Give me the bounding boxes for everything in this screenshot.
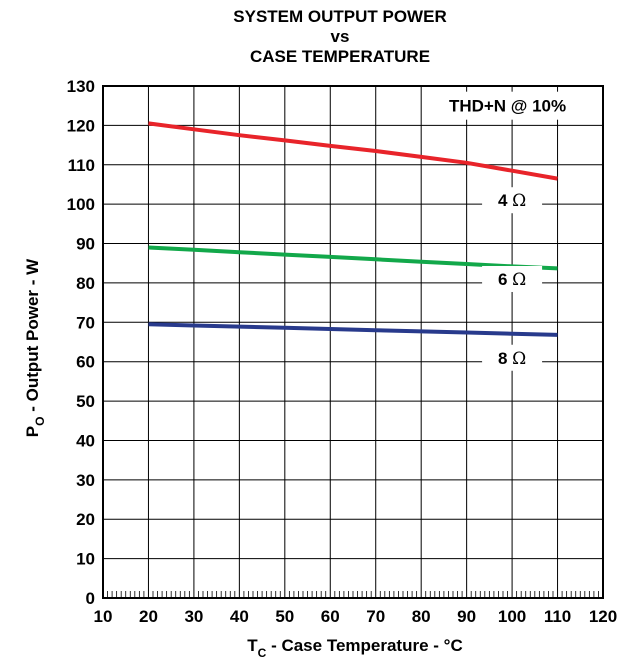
y-tick-label-80: 80	[76, 274, 95, 293]
y-axis-label: PO - Output Power - W	[23, 258, 47, 437]
x-tick-label-100: 100	[498, 607, 526, 626]
series-line-3	[148, 322, 558, 337]
x-tick-label-10: 10	[94, 607, 113, 626]
series-label-3: 8 Ω	[498, 349, 526, 369]
x-tick-labels: 10 20 30 40 50 60 70 80 90 100 110 120	[94, 607, 618, 626]
y-tick-label-90: 90	[76, 235, 95, 254]
series-label-2-bg	[482, 265, 543, 292]
series-label-1: 4 Ω	[498, 191, 526, 211]
y-tick-labels: 0 10 20 30 40 50 60 70 80 90 100 110 120 130	[67, 77, 95, 608]
x-tick-label-110: 110	[544, 607, 571, 626]
x-tick-label-50: 50	[275, 607, 294, 626]
y-tick-label-10: 10	[76, 550, 95, 569]
series-label-3-bg	[482, 344, 543, 371]
x-tick-label-90: 90	[457, 607, 476, 626]
y-tick-label-60: 60	[76, 353, 95, 372]
chart-title-line-1: SYSTEM OUTPUT POWER	[233, 7, 446, 26]
y-tick-label-20: 20	[76, 510, 95, 529]
series-line-1	[148, 121, 558, 181]
x-minor-ticks	[107, 591, 599, 598]
y-tick-label-70: 70	[76, 313, 95, 332]
y-tick-label-40: 40	[76, 431, 95, 450]
y-tick-label-50: 50	[76, 392, 95, 411]
grid	[102, 85, 604, 599]
thd-annotation-bg	[450, 91, 567, 120]
x-tick-label-120: 120	[589, 607, 617, 626]
x-tick-label-30: 30	[184, 607, 203, 626]
chart-title-line-2: vs	[331, 27, 350, 46]
x-tick-label-60: 60	[321, 607, 340, 626]
series-label-1-bg	[482, 187, 543, 214]
series-label-2: 6 Ω	[498, 270, 526, 290]
x-axis-label: TC - Case Temperature - °C	[247, 636, 462, 660]
y-tick-label-130: 130	[67, 77, 95, 96]
y-tick-label-30: 30	[76, 471, 95, 490]
chart-title: SYSTEM OUTPUT POWER vs CASE TEMPERATURE	[233, 7, 446, 66]
thd-annotation: THD+N @ 10%	[449, 97, 566, 116]
annotations: THD+N @ 10% 4 Ω 6 Ω 8 Ω	[449, 91, 567, 371]
y-tick-label-110: 110	[68, 156, 95, 175]
x-tick-label-40: 40	[230, 607, 249, 626]
y-tick-label-120: 120	[67, 116, 95, 135]
x-tick-label-70: 70	[366, 607, 385, 626]
series-line-2	[148, 245, 558, 271]
plot-frame	[102, 85, 604, 599]
y-tick-label-0: 0	[86, 589, 95, 608]
y-tick-label-100: 100	[67, 195, 95, 214]
x-tick-label-20: 20	[139, 607, 158, 626]
x-tick-label-80: 80	[412, 607, 431, 626]
series-lines	[148, 121, 558, 337]
chart-title-line-3: CASE TEMPERATURE	[250, 47, 430, 66]
